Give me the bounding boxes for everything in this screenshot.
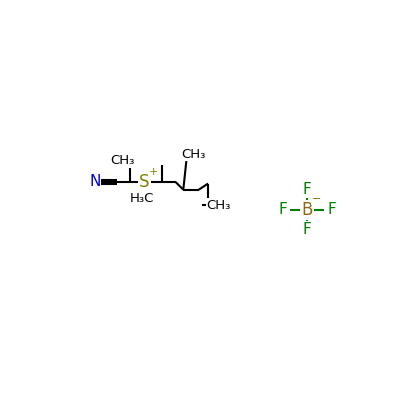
Text: CH₃: CH₃ [111, 154, 135, 167]
Text: B: B [302, 201, 313, 219]
Text: S: S [139, 173, 150, 191]
Text: F: F [303, 222, 312, 237]
Text: CH₃: CH₃ [182, 148, 206, 161]
Text: +: + [148, 167, 158, 177]
Text: F: F [303, 182, 312, 197]
Text: H₃C: H₃C [129, 192, 154, 206]
Text: CH₃: CH₃ [206, 198, 231, 212]
Text: F: F [328, 202, 336, 217]
Text: N: N [89, 174, 101, 190]
Text: F: F [278, 202, 287, 217]
Text: −: − [312, 194, 321, 204]
